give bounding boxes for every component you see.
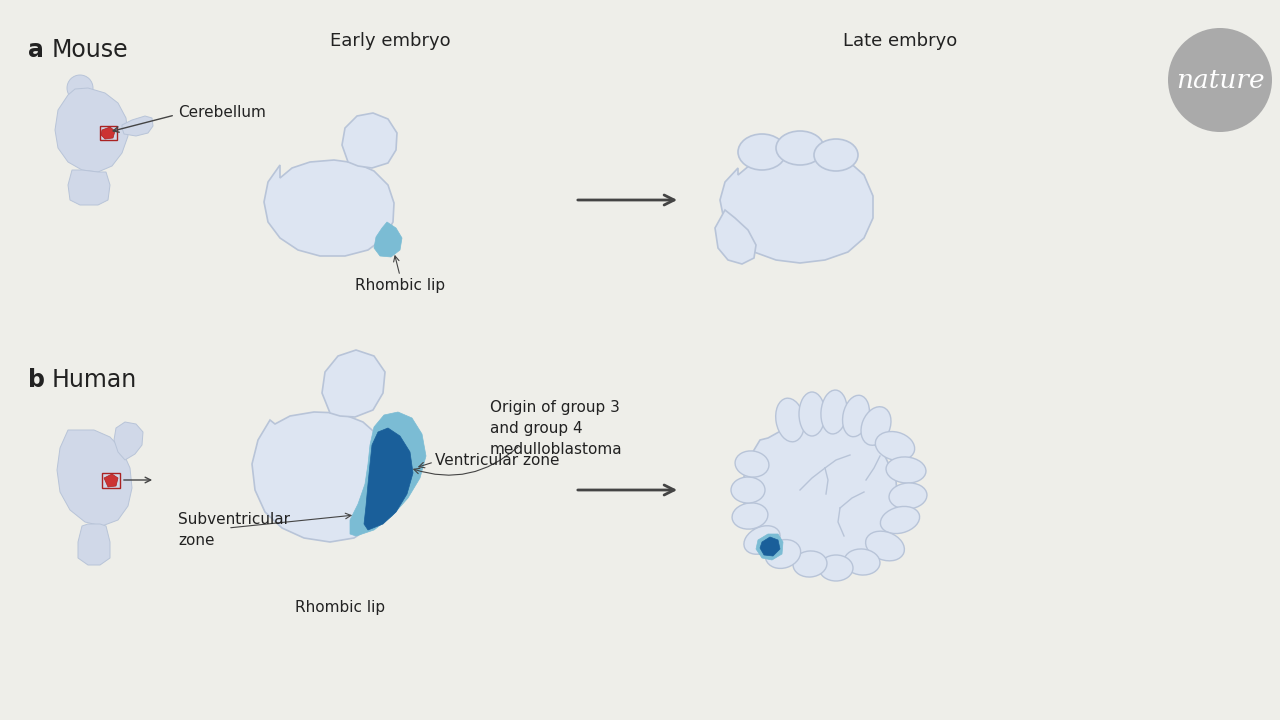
Polygon shape — [716, 210, 756, 264]
Polygon shape — [374, 222, 402, 257]
Ellipse shape — [820, 390, 847, 434]
Ellipse shape — [765, 539, 801, 568]
Polygon shape — [55, 88, 128, 172]
Ellipse shape — [819, 555, 852, 581]
Polygon shape — [122, 116, 154, 136]
Ellipse shape — [744, 526, 780, 554]
Ellipse shape — [731, 477, 765, 503]
Polygon shape — [101, 127, 115, 139]
Ellipse shape — [739, 134, 786, 170]
Text: Late embryo: Late embryo — [842, 32, 957, 50]
Polygon shape — [104, 474, 118, 487]
Polygon shape — [342, 113, 397, 168]
Text: Mouse: Mouse — [52, 38, 128, 62]
Polygon shape — [742, 420, 899, 568]
Bar — [102, 473, 120, 488]
Ellipse shape — [776, 131, 824, 165]
Text: Human: Human — [52, 368, 137, 392]
Ellipse shape — [876, 431, 915, 461]
Polygon shape — [58, 430, 132, 526]
Ellipse shape — [776, 398, 804, 442]
Bar — [100, 126, 116, 140]
Ellipse shape — [735, 451, 769, 477]
Polygon shape — [756, 534, 783, 560]
Text: Early embryo: Early embryo — [330, 32, 451, 50]
Polygon shape — [68, 170, 110, 205]
Ellipse shape — [799, 392, 826, 436]
Text: Origin of group 3
and group 4
medulloblastoma: Origin of group 3 and group 4 medullobla… — [490, 400, 622, 457]
Polygon shape — [760, 537, 780, 556]
Polygon shape — [78, 524, 110, 565]
Polygon shape — [252, 412, 394, 542]
Polygon shape — [264, 160, 394, 256]
Text: Rhombic lip: Rhombic lip — [294, 600, 385, 615]
Text: b: b — [28, 368, 45, 392]
Ellipse shape — [890, 483, 927, 509]
Text: Rhombic lip: Rhombic lip — [355, 278, 445, 293]
Text: a: a — [28, 38, 44, 62]
Polygon shape — [364, 428, 413, 530]
Text: Cerebellum: Cerebellum — [178, 104, 266, 120]
Ellipse shape — [865, 531, 905, 561]
Text: Ventricular zone: Ventricular zone — [435, 452, 559, 467]
Polygon shape — [114, 422, 143, 460]
Ellipse shape — [886, 457, 925, 483]
Polygon shape — [349, 412, 426, 536]
Text: nature: nature — [1176, 68, 1265, 92]
Ellipse shape — [881, 506, 919, 534]
Circle shape — [1167, 28, 1272, 132]
Ellipse shape — [844, 549, 879, 575]
Text: Subventricular
zone: Subventricular zone — [178, 512, 291, 548]
Polygon shape — [719, 153, 873, 263]
Ellipse shape — [794, 551, 827, 577]
Circle shape — [67, 75, 93, 101]
Ellipse shape — [861, 407, 891, 445]
Polygon shape — [323, 350, 385, 417]
Ellipse shape — [732, 503, 768, 529]
Ellipse shape — [842, 395, 869, 437]
Ellipse shape — [814, 139, 858, 171]
